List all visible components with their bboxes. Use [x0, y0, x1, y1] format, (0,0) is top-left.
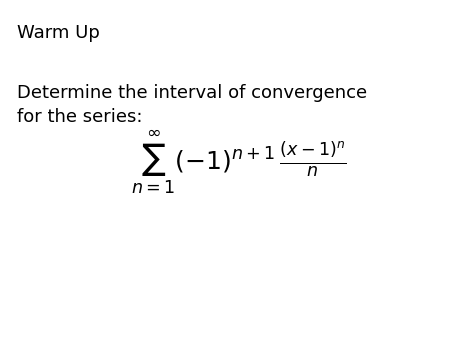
Text: Warm Up: Warm Up — [18, 24, 100, 42]
Text: Determine the interval of convergence
for the series:: Determine the interval of convergence fo… — [18, 84, 368, 126]
Text: $\sum_{n=1}^{\infty}(-1)^{n+1}\,\frac{(x-1)^{n}}{n}$: $\sum_{n=1}^{\infty}(-1)^{n+1}\,\frac{(x… — [131, 128, 347, 196]
